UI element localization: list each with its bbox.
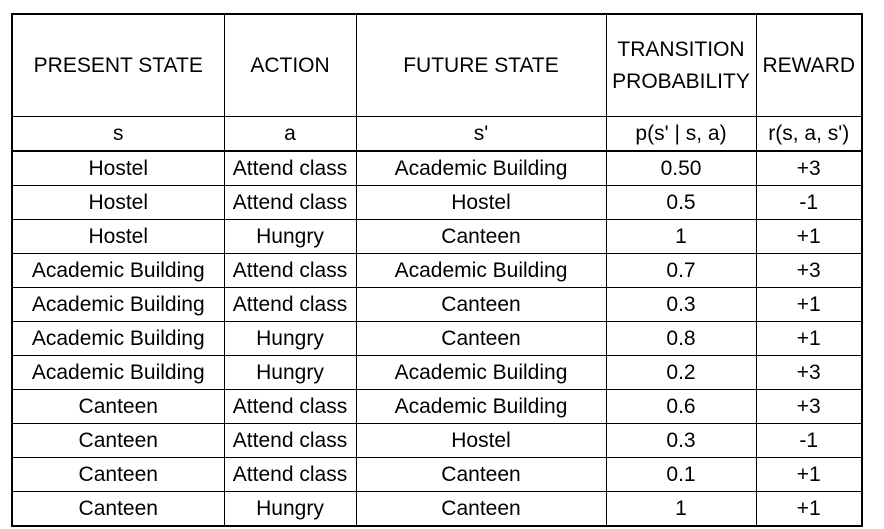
cell-present-state: Academic Building [11,321,225,356]
cell-transition-probability: 0.3 [605,287,757,322]
table-row: Canteen Attend class Hostel 0.3 -1 [11,423,863,458]
cell-future-state: Canteen [355,219,607,254]
table-row: Hostel Hungry Canteen 1 +1 [11,219,863,254]
cell-action: Attend class [223,253,357,288]
cell-future-state: Academic Building [355,253,607,288]
cell-present-state: Academic Building [11,253,225,288]
cell-present-state: Academic Building [11,355,225,390]
cell-present-state: Academic Building [11,287,225,322]
cell-action: Attend class [223,287,357,322]
cell-reward: +3 [755,150,863,186]
cell-future-state: Canteen [355,287,607,322]
symbol-transition-probability: p(s' | s, a) [605,116,757,152]
table-row: Canteen Hungry Canteen 1 +1 [11,491,863,527]
table-row: Hostel Attend class Hostel 0.5 -1 [11,185,863,220]
header-transition-probability-line2: PROBABILITY [612,69,750,93]
cell-future-state: Hostel [355,423,607,458]
header-transition-probability: TRANSITION PROBABILITY [605,13,757,117]
cell-present-state: Canteen [11,423,225,458]
cell-reward: +1 [755,321,863,356]
cell-transition-probability: 0.5 [605,185,757,220]
symbol-reward: r(s, a, s') [755,116,863,152]
cell-action: Hungry [223,355,357,390]
cell-reward: -1 [755,423,863,458]
symbol-future-state: s' [355,116,607,152]
cell-future-state: Academic Building [355,389,607,424]
table-row: Academic Building Hungry Canteen 0.8 +1 [11,321,863,356]
cell-transition-probability: 1 [605,219,757,254]
header-row: PRESENT STATE ACTION FUTURE STATE TRANSI… [11,13,863,117]
header-reward: REWARD [755,13,863,117]
cell-present-state: Hostel [11,219,225,254]
cell-future-state: Canteen [355,457,607,492]
cell-future-state: Hostel [355,185,607,220]
table-body: Hostel Attend class Academic Building 0.… [11,150,863,527]
table-row: Academic Building Attend class Academic … [11,253,863,288]
cell-action: Attend class [223,185,357,220]
header-action: ACTION [223,13,357,117]
transition-table: PRESENT STATE ACTION FUTURE STATE TRANSI… [11,13,863,527]
symbol-action: a [223,116,357,152]
table-header: PRESENT STATE ACTION FUTURE STATE TRANSI… [11,13,863,152]
cell-future-state: Academic Building [355,355,607,390]
cell-transition-probability: 0.7 [605,253,757,288]
cell-transition-probability: 0.3 [605,423,757,458]
cell-transition-probability: 0.6 [605,389,757,424]
header-transition-probability-line1: TRANSITION [617,37,745,61]
cell-present-state: Hostel [11,150,225,186]
cell-action: Attend class [223,423,357,458]
cell-reward: +3 [755,253,863,288]
cell-reward: +1 [755,287,863,322]
cell-action: Hungry [223,321,357,356]
cell-action: Attend class [223,389,357,424]
symbol-row: s a s' p(s' | s, a) r(s, a, s') [11,116,863,152]
cell-action: Attend class [223,150,357,186]
cell-transition-probability: 1 [605,491,757,527]
cell-reward: +1 [755,491,863,527]
cell-reward: +1 [755,219,863,254]
cell-transition-probability: 0.2 [605,355,757,390]
cell-reward: +1 [755,457,863,492]
cell-reward: +3 [755,355,863,390]
cell-transition-probability: 0.1 [605,457,757,492]
symbol-present-state: s [11,116,225,152]
cell-present-state: Canteen [11,491,225,527]
table-row: Canteen Attend class Canteen 0.1 +1 [11,457,863,492]
cell-present-state: Canteen [11,457,225,492]
cell-present-state: Hostel [11,185,225,220]
table-row: Academic Building Hungry Academic Buildi… [11,355,863,390]
cell-reward: +3 [755,389,863,424]
header-present-state: PRESENT STATE [11,13,225,117]
table-row: Canteen Attend class Academic Building 0… [11,389,863,424]
cell-action: Attend class [223,457,357,492]
cell-future-state: Canteen [355,491,607,527]
cell-present-state: Canteen [11,389,225,424]
cell-reward: -1 [755,185,863,220]
cell-action: Hungry [223,491,357,527]
cell-transition-probability: 0.50 [605,150,757,186]
table-row: Academic Building Attend class Canteen 0… [11,287,863,322]
cell-transition-probability: 0.8 [605,321,757,356]
cell-future-state: Academic Building [355,150,607,186]
cell-action: Hungry [223,219,357,254]
cell-future-state: Canteen [355,321,607,356]
table-row: Hostel Attend class Academic Building 0.… [11,150,863,186]
header-future-state: FUTURE STATE [355,13,607,117]
